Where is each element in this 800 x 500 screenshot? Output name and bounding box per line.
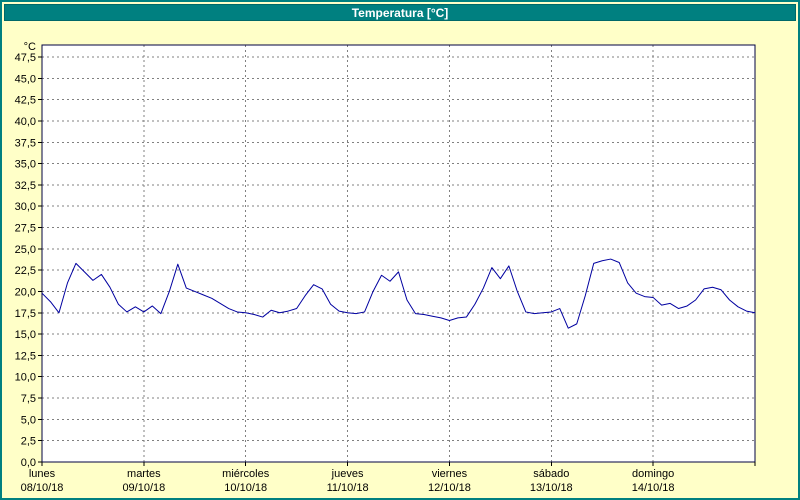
y-tick-label: 17,5	[15, 308, 36, 320]
x-day-date: 09/10/18	[122, 482, 165, 494]
x-day-name: viernes	[432, 468, 468, 480]
window-title: Temperatura [°C]	[351, 6, 449, 20]
y-tick-label: 0,0	[21, 457, 36, 469]
x-day-name: lunes	[29, 468, 56, 480]
title-bar: Temperatura [°C]	[4, 4, 796, 21]
y-tick-label: 22,5	[15, 265, 36, 277]
y-tick-label: 47,5	[15, 52, 36, 64]
y-tick-label: 25,0	[15, 244, 36, 256]
y-tick-label: 32,5	[15, 180, 36, 192]
y-tick-label: 37,5	[15, 137, 36, 149]
y-tick-label: 30,0	[15, 201, 36, 213]
y-tick-label: 15,0	[15, 329, 36, 341]
plot-frame	[41, 44, 756, 463]
y-tick-label: 27,5	[15, 223, 36, 235]
y-tick-label: 42,5	[15, 95, 36, 107]
y-axis-unit-label: °C	[24, 41, 36, 53]
y-tick-label: 5,0	[21, 414, 36, 426]
x-day-date: 14/10/18	[632, 482, 675, 494]
temperature-line	[41, 258, 756, 329]
y-tick-label: 2,5	[21, 436, 36, 448]
x-day-name: miércoles	[222, 468, 270, 480]
plot-background	[42, 45, 755, 462]
x-day-name: domingo	[632, 468, 674, 480]
y-tick-label: 7,5	[21, 393, 36, 405]
y-tick-label: 20,0	[15, 286, 36, 298]
y-tick-label: 12,5	[15, 350, 36, 362]
x-day-date: 08/10/18	[21, 482, 64, 494]
y-tick-label: 35,0	[15, 159, 36, 171]
x-day-name: jueves	[331, 468, 364, 480]
y-tick-label: 10,0	[15, 372, 36, 384]
y-tick-label: 45,0	[15, 73, 36, 85]
x-day-date: 12/10/18	[428, 482, 471, 494]
x-day-date: 10/10/18	[224, 482, 267, 494]
x-day-name: sábado	[533, 468, 569, 480]
x-day-date: 13/10/18	[530, 482, 573, 494]
y-tick-label: 40,0	[15, 116, 36, 128]
x-day-date: 11/10/18	[327, 482, 369, 494]
x-day-name: martes	[127, 468, 161, 480]
